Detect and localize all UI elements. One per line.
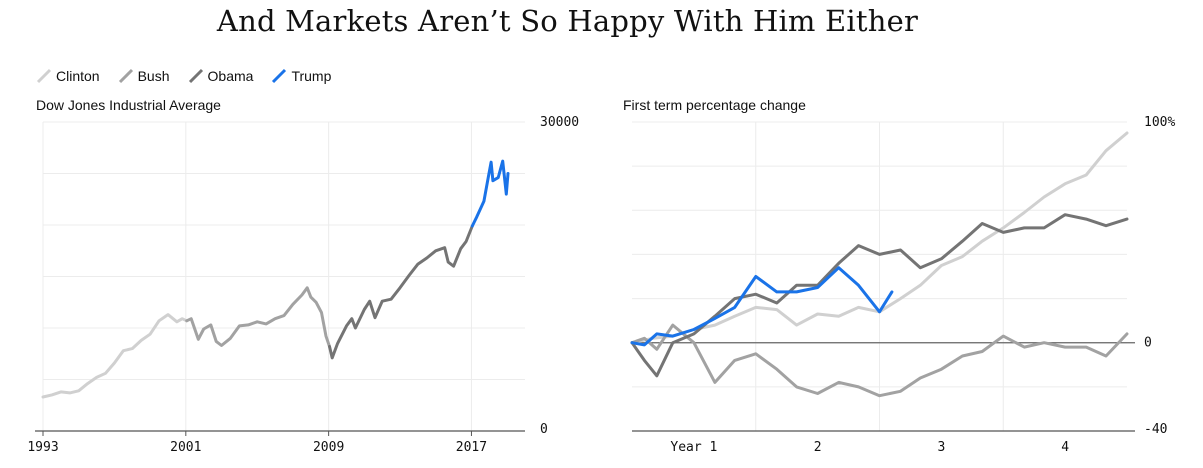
legend-item-trump: Trump [271,68,331,84]
legend-label-clinton: Clinton [56,68,100,84]
legend-swatch-bush [118,68,133,84]
legend-label-trump: Trump [291,68,332,84]
right-x-tick-label-2: 2 [814,440,822,455]
right-y-tick-label-100: 100% [1144,115,1175,130]
right-y-tick-label-0: 0 [1144,336,1152,351]
left-x-tick-label-2009: 2009 [313,440,344,455]
legend-item-bush: Bush [118,68,170,84]
legend-label-obama: Obama [207,68,254,84]
legend-swatch-trump [272,68,287,84]
left-y-tick-label-0: 0 [540,422,548,437]
left-series-line-trump [470,159,510,228]
legend-swatch-obama [188,68,203,84]
left-x-tick-label-2017: 2017 [456,440,487,455]
left-x-tick-label-1993: 1993 [27,440,58,455]
right-x-tick-label-4: 4 [1061,440,1069,455]
legend: Clinton Bush Obama Trump [36,68,331,84]
right-series-line-obama [630,213,1129,378]
right-x-tick-label-3: 3 [937,440,945,455]
right-series-line-bush [630,323,1129,398]
left-series-line-bush [185,286,331,348]
legend-swatch-clinton [36,68,52,84]
legend-item-obama: Obama [188,68,254,84]
left-x-tick-label-2001: 2001 [170,440,201,455]
left-series-line-obama [328,224,474,360]
right-series-line-trump [630,266,894,347]
left-panel-title: Dow Jones Industrial Average [36,97,221,113]
chart-title: And Markets Aren’t So Happy With Him Eit… [216,4,919,38]
legend-item-clinton: Clinton [36,68,100,84]
right-panel-title: First term percentage change [623,97,806,113]
right-y-tick-label-minus-40: -40 [1144,422,1167,437]
left-y-tick-label-30000: 30000 [540,115,579,130]
left-series-line-clinton [41,313,189,399]
legend-label-bush: Bush [137,68,170,84]
right-x-tick-label-year-1: Year 1 [670,440,717,455]
